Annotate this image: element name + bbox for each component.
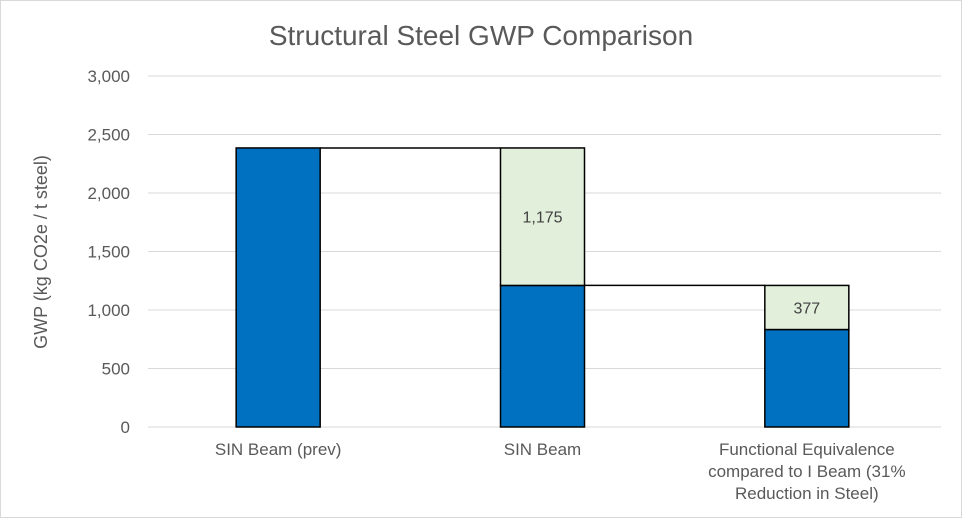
y-tick-label: 3,000 xyxy=(87,67,130,86)
y-tick-label: 2,000 xyxy=(87,184,130,203)
bar-base xyxy=(764,328,850,428)
y-tick-label: 500 xyxy=(102,360,130,379)
x-category-label: SIN Beam (prev) xyxy=(215,440,342,459)
y-tick-labels: 0 500 1,000 1,500 2,000 2,500 3,000 xyxy=(87,67,130,437)
data-labels: 1,175 377 xyxy=(522,210,820,318)
x-category-label: Functional Equivalence xyxy=(719,440,895,459)
bars xyxy=(235,147,850,428)
connector-lines xyxy=(320,147,765,287)
y-tick-label: 1,500 xyxy=(87,243,130,262)
bar-base xyxy=(499,284,586,428)
y-axis-label: GWP (kg CO2e / t steel) xyxy=(31,155,51,349)
x-category-label: Reduction in Steel) xyxy=(735,484,879,503)
chart-title: Structural Steel GWP Comparison xyxy=(269,20,693,51)
x-category-label: compared to I Beam (31% xyxy=(708,462,905,481)
data-label: 377 xyxy=(793,300,820,317)
y-tick-label: 0 xyxy=(121,418,130,437)
y-tick-label: 2,500 xyxy=(87,126,130,145)
bar-reduction xyxy=(764,284,850,331)
data-label: 1,175 xyxy=(522,210,562,227)
x-category-labels: SIN Beam (prev) SIN Beam Functional Equiva… xyxy=(215,440,906,503)
y-tick-label: 1,000 xyxy=(87,301,130,320)
x-category-label: SIN Beam xyxy=(504,440,581,459)
bar-reduction xyxy=(499,147,586,287)
bar-base xyxy=(235,147,321,428)
